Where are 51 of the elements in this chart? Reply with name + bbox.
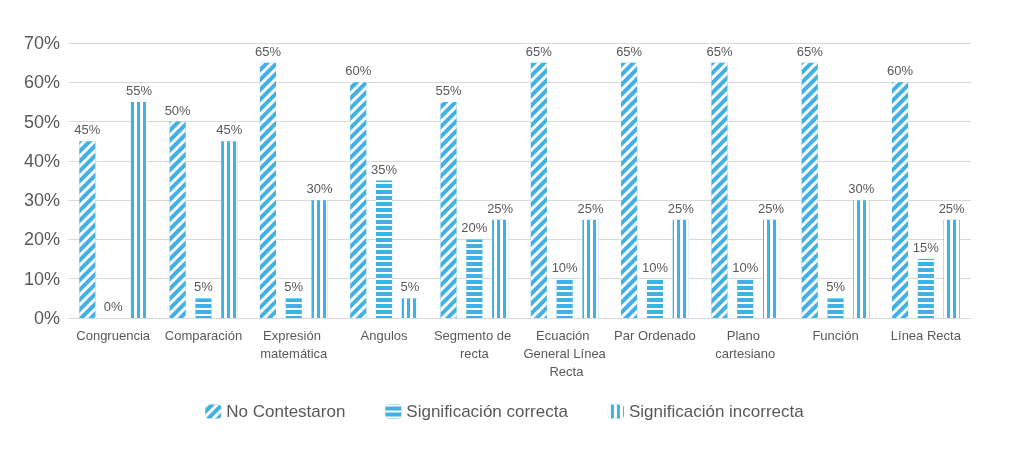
data-label: 65% <box>525 43 553 59</box>
x-tick-label: Par Ordenado <box>614 327 696 343</box>
legend-label: No Contestaron <box>226 402 346 421</box>
data-label: 65% <box>706 43 733 59</box>
data-label: 0% <box>103 299 123 314</box>
data-label: 25% <box>938 200 966 216</box>
data-label: 45% <box>216 122 243 138</box>
y-tick-label: 20% <box>23 229 60 250</box>
data-label: 10% <box>641 259 669 275</box>
y-tick-label: 70% <box>23 33 60 53</box>
data-label: 15% <box>912 240 940 256</box>
x-tick-label: Congruencia <box>76 327 151 343</box>
x-tick-label: Comparación <box>164 327 243 343</box>
data-label: 25% <box>487 200 514 216</box>
data-label: 10% <box>732 259 759 275</box>
y-tick-label: 10% <box>23 268 60 289</box>
y-tick-label: 0% <box>33 308 60 328</box>
data-label: 60% <box>887 63 914 79</box>
data-label: 45% <box>74 122 101 138</box>
x-tick-label: Angulos <box>360 327 409 343</box>
y-tick-label: 50% <box>23 111 60 132</box>
data-label: 65% <box>796 43 824 59</box>
x-tick-label: Expresión matemática <box>260 327 329 361</box>
data-label: 20% <box>461 220 488 236</box>
y-tick-label: 60% <box>23 72 60 93</box>
x-tick-label: Función <box>812 327 859 343</box>
legend-label: Significación incorrecta <box>628 402 805 421</box>
data-label: 5% <box>284 279 304 295</box>
data-label: 25% <box>667 200 695 216</box>
data-label: 35% <box>371 161 398 177</box>
data-label: 60% <box>345 63 372 79</box>
y-tick-label: 40% <box>23 150 60 171</box>
data-label: 65% <box>616 43 643 59</box>
data-label: 10% <box>551 259 579 275</box>
data-label: 50% <box>164 102 192 118</box>
data-label: 5% <box>400 279 420 295</box>
data-label: 55% <box>125 82 153 98</box>
x-tick-label: Ecuación General Línea Recta <box>523 327 607 379</box>
data-label: 30% <box>848 181 875 197</box>
legend-label: Significación correcta <box>406 402 569 421</box>
data-label: 55% <box>435 82 462 98</box>
data-label: 65% <box>254 43 282 59</box>
y-tick-label: 30% <box>23 190 60 211</box>
data-label: 25% <box>758 200 785 216</box>
x-tick-label: Línea Recta <box>890 327 962 343</box>
data-label: 30% <box>306 181 333 197</box>
x-tick-label: Plano cartesiano <box>715 327 776 361</box>
data-label: 5% <box>826 279 846 295</box>
x-tick-label: Segmento de recta <box>433 327 515 361</box>
data-label: 25% <box>577 200 604 216</box>
data-label: 5% <box>194 279 214 295</box>
